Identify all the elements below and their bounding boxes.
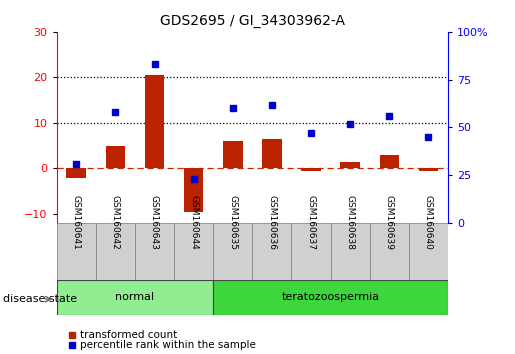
Text: percentile rank within the sample: percentile rank within the sample [80, 340, 256, 350]
Text: GSM160635: GSM160635 [228, 195, 237, 250]
Bar [135, 223, 174, 280]
Bar [419, 169, 438, 171]
Text: GSM160641: GSM160641 [72, 195, 81, 250]
Bar [213, 223, 252, 280]
Bar [301, 169, 321, 171]
Bar [145, 75, 164, 169]
Text: GSM160637: GSM160637 [306, 195, 316, 250]
Text: teratozoospermia: teratozoospermia [282, 292, 380, 302]
Bar [291, 223, 331, 280]
Text: GSM160636: GSM160636 [267, 195, 277, 250]
Bar [106, 145, 125, 169]
Bar [262, 139, 282, 169]
Bar [331, 223, 370, 280]
Text: disease state: disease state [3, 294, 77, 304]
Bar [184, 169, 203, 212]
Bar [66, 169, 86, 177]
Bar [174, 223, 213, 280]
Bar [252, 223, 291, 280]
Bar [370, 223, 409, 280]
Bar [96, 223, 135, 280]
Bar [340, 161, 360, 169]
Text: GSM160642: GSM160642 [111, 195, 120, 250]
Text: GSM160639: GSM160639 [385, 195, 394, 250]
Text: GSM160638: GSM160638 [346, 195, 355, 250]
Bar [380, 155, 399, 169]
Bar [57, 280, 213, 315]
Text: GSM160640: GSM160640 [424, 195, 433, 250]
Text: GSM160643: GSM160643 [150, 195, 159, 250]
Text: GSM160644: GSM160644 [189, 195, 198, 250]
Bar [223, 141, 243, 169]
Bar [57, 223, 96, 280]
Text: transformed count: transformed count [80, 330, 177, 339]
Bar [213, 280, 448, 315]
Text: normal: normal [115, 292, 154, 302]
Bar [409, 223, 448, 280]
Title: GDS2695 / GI_34303962-A: GDS2695 / GI_34303962-A [160, 14, 345, 28]
